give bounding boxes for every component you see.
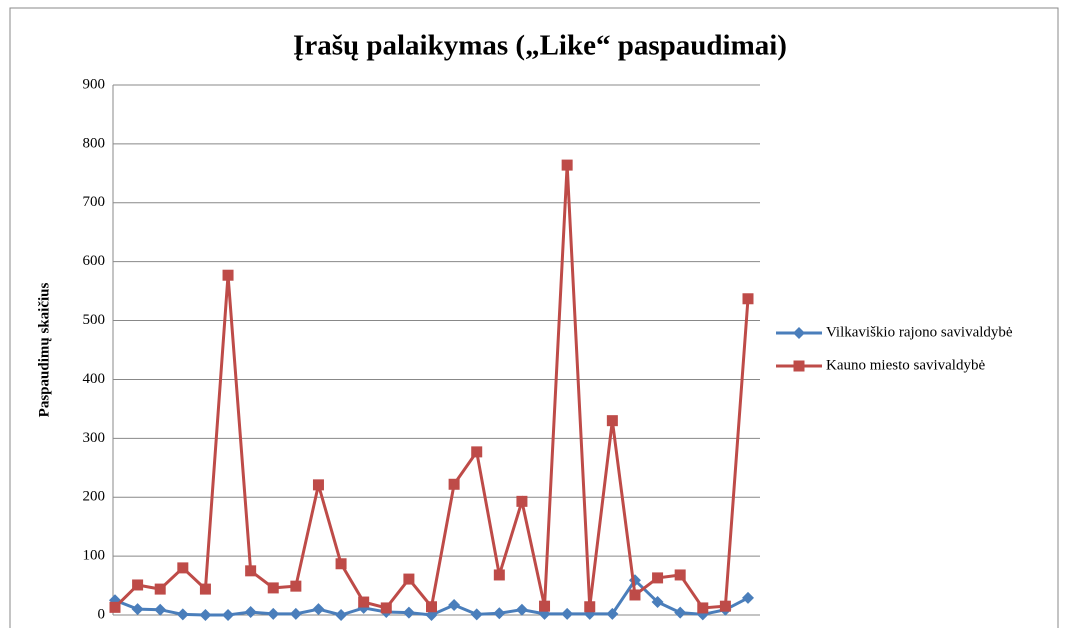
data-point <box>674 569 686 581</box>
data-point <box>154 603 167 616</box>
data-point <box>290 580 302 592</box>
legend-label: Kauno miesto savivaldybė <box>826 357 985 373</box>
data-point <box>245 565 257 577</box>
data-point <box>380 602 392 614</box>
data-point <box>312 603 325 616</box>
data-point <box>199 609 212 621</box>
data-point <box>154 583 166 595</box>
y-tick-label: 200 <box>83 489 106 505</box>
data-point <box>652 572 664 584</box>
data-point <box>471 446 483 458</box>
data-point <box>402 606 415 619</box>
legend-label: Vilkaviškio rajono savivaldybė <box>826 324 1013 340</box>
legend-marker <box>793 360 805 372</box>
data-point <box>584 601 596 613</box>
data-point <box>697 602 709 614</box>
data-point <box>606 607 619 620</box>
y-tick-label: 900 <box>83 76 106 92</box>
data-point <box>312 479 324 491</box>
y-tick-label: 500 <box>83 312 106 328</box>
chart-title: Įrašų palaikymas („Like“ paspaudimai) <box>293 30 787 62</box>
data-point <box>448 478 460 490</box>
data-point <box>561 607 574 620</box>
data-point <box>176 608 189 621</box>
data-point <box>426 601 437 613</box>
data-point <box>267 607 280 620</box>
data-point <box>222 269 234 281</box>
y-tick-label: 800 <box>83 135 106 151</box>
data-point <box>719 600 731 612</box>
data-point <box>516 495 528 507</box>
data-point <box>199 583 211 595</box>
data-point <box>539 600 551 612</box>
data-point <box>742 293 754 305</box>
y-tick-label: 300 <box>83 430 106 446</box>
data-point <box>335 558 347 570</box>
data-point <box>470 608 483 621</box>
legend-marker <box>793 327 805 339</box>
data-point <box>561 159 573 171</box>
data-point <box>335 609 348 621</box>
data-point <box>289 607 302 620</box>
data-point <box>267 582 279 594</box>
data-point <box>629 589 641 601</box>
data-point <box>448 598 461 611</box>
data-point <box>515 603 528 616</box>
chart-frame <box>9 7 1059 628</box>
y-tick-label: 700 <box>83 194 106 210</box>
data-point <box>222 609 235 621</box>
data-point <box>358 596 370 608</box>
data-point <box>403 573 415 585</box>
y-tick-label: 600 <box>83 253 106 269</box>
y-tick-label: 0 <box>98 606 106 622</box>
data-point <box>674 606 687 619</box>
data-point <box>493 607 506 620</box>
y-tick-label: 100 <box>83 548 106 564</box>
data-point <box>742 591 754 604</box>
y-tick-label: 400 <box>83 371 106 387</box>
data-point <box>131 603 144 616</box>
data-point <box>651 596 664 609</box>
data-point <box>244 606 257 619</box>
data-point <box>132 579 144 591</box>
data-point <box>109 601 121 613</box>
data-point <box>606 415 618 427</box>
data-point <box>177 562 189 574</box>
y-axis-label: Paspaudimų skaičius <box>36 283 52 418</box>
data-point <box>493 569 505 581</box>
